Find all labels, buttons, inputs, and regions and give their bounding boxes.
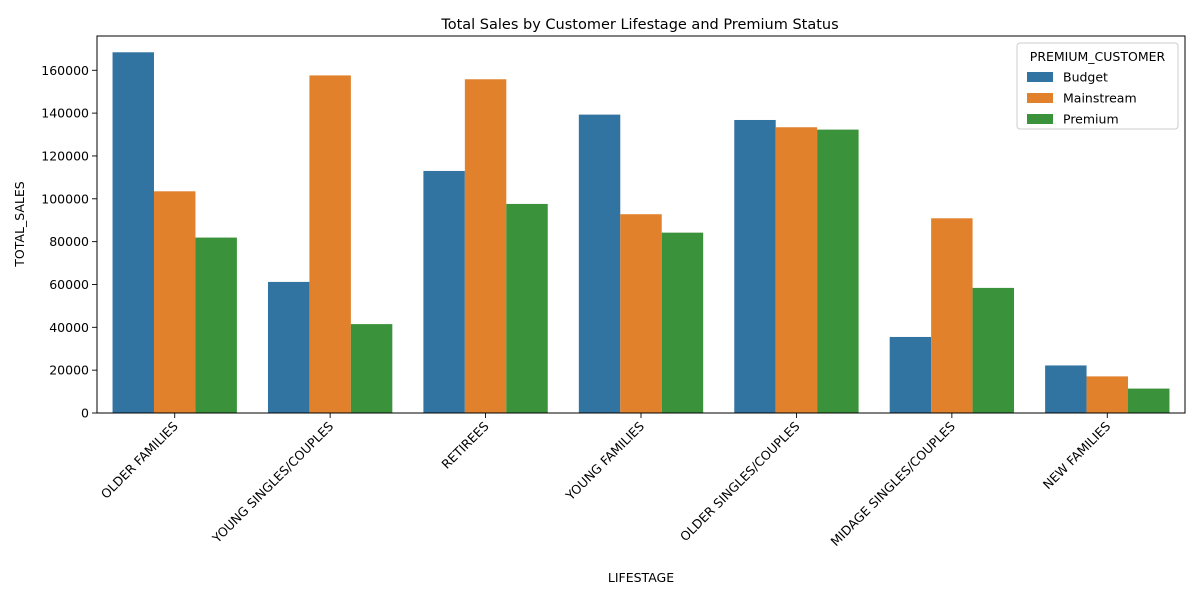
bar-mainstream-1 bbox=[309, 75, 351, 413]
x-tick-label: OLDER SINGLES/COUPLES bbox=[677, 418, 803, 544]
x-tick-label: NEW FAMILIES bbox=[1040, 418, 1114, 492]
y-tick-label: 120000 bbox=[41, 148, 89, 163]
bar-mainstream-4 bbox=[775, 127, 818, 413]
bar-premium-0 bbox=[195, 237, 237, 413]
bar-budget-1 bbox=[267, 281, 310, 413]
y-tick-label: 100000 bbox=[41, 191, 89, 206]
bar-budget-5 bbox=[889, 336, 932, 413]
bar-mainstream-3 bbox=[620, 214, 662, 413]
legend-label-premium: Premium bbox=[1063, 112, 1119, 127]
legend-title: PREMIUM_CUSTOMER bbox=[1030, 49, 1166, 64]
legend: PREMIUM_CUSTOMER Budget Mainstream Premium bbox=[1016, 42, 1179, 130]
plot-area: 0 20000 40000 60000 80000 100000 120000 140000 1… bbox=[41, 35, 1186, 549]
y-tick-label: 160000 bbox=[41, 63, 89, 78]
bar-budget-4 bbox=[734, 119, 776, 413]
plot-frame bbox=[96, 35, 1186, 414]
x-axis-label: LIFESTAGE bbox=[608, 570, 674, 585]
bar-budget-0 bbox=[112, 52, 154, 413]
x-tick-label: OLDER FAMILIES bbox=[98, 418, 181, 501]
x-tick-label: RETIREES bbox=[438, 418, 491, 471]
y-tick-label: 20000 bbox=[49, 363, 89, 378]
y-tick-label: 40000 bbox=[49, 320, 89, 335]
bar-premium-3 bbox=[661, 232, 704, 413]
y-tick-label: 140000 bbox=[41, 106, 89, 121]
legend-label-mainstream: Mainstream bbox=[1063, 91, 1137, 106]
legend-frame bbox=[1016, 42, 1179, 130]
legend-swatch-budget bbox=[1027, 72, 1053, 82]
x-tick-label: MIDAGE SINGLES/COUPLES bbox=[828, 418, 958, 548]
bar-premium-1 bbox=[350, 324, 393, 413]
bar-premium-2 bbox=[506, 203, 548, 413]
bar-premium-4 bbox=[817, 129, 859, 414]
bar-budget-2 bbox=[423, 170, 465, 413]
bar-budget-6 bbox=[1045, 365, 1087, 413]
y-axis-label: TOTAL_SALES bbox=[12, 181, 27, 267]
y-tick-label: 60000 bbox=[49, 277, 89, 292]
x-tick-label: YOUNG FAMILIES bbox=[562, 418, 647, 503]
legend-label-budget: Budget bbox=[1063, 70, 1108, 85]
bar-mainstream-5 bbox=[931, 218, 973, 413]
chart-title: Total Sales by Customer Lifestage and Pr… bbox=[440, 17, 838, 33]
legend-swatch-premium bbox=[1027, 114, 1053, 124]
x-tick-label: YOUNG SINGLES/COUPLES bbox=[209, 418, 337, 546]
bar-premium-6 bbox=[1128, 388, 1170, 413]
y-tick-label: 0 bbox=[81, 406, 89, 421]
bar-mainstream-2 bbox=[464, 79, 507, 414]
bar-budget-3 bbox=[578, 114, 621, 414]
bar-mainstream-0 bbox=[153, 191, 196, 413]
bar-premium-5 bbox=[972, 287, 1015, 413]
legend-swatch-mainstream bbox=[1027, 93, 1053, 103]
y-tick-label: 80000 bbox=[49, 234, 89, 249]
bar-mainstream-6 bbox=[1086, 376, 1129, 413]
